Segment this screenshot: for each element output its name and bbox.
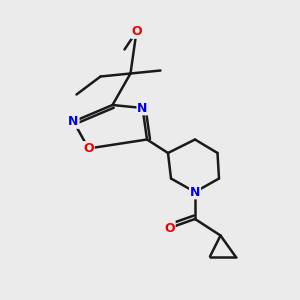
Text: N: N [137, 101, 148, 115]
Text: O: O [164, 221, 175, 235]
Text: O: O [131, 25, 142, 38]
Text: N: N [68, 115, 79, 128]
Text: O: O [83, 142, 94, 155]
Text: N: N [190, 185, 200, 199]
